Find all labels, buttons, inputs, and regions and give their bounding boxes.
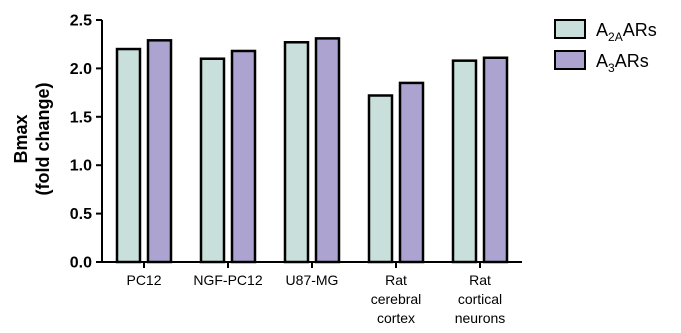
y-tick-label: 1.0	[70, 158, 92, 175]
legend-swatch-A2AARs	[554, 19, 586, 39]
bar-A2AARs-2	[283, 41, 310, 264]
x-tick-label: neurons	[455, 310, 506, 326]
bar-A3ARs-3	[398, 81, 425, 264]
legend: A2AARs A3ARs	[554, 19, 657, 75]
legend-label-A3ARs: A3ARs	[596, 51, 649, 75]
y-axis-title: Bmax (fold change)	[11, 83, 53, 196]
y-tick-label: 2.0	[70, 61, 92, 78]
bar-A3ARs-0	[146, 39, 173, 264]
x-tick-label: cerebral	[371, 291, 422, 307]
x-tick-label: PC12	[126, 272, 161, 288]
x-tick-label: U87-MG	[286, 272, 339, 288]
y-tick-label: 0.0	[70, 255, 92, 272]
bar-A2AARs-3	[367, 94, 394, 264]
x-tick-label: NGF-PC12	[193, 272, 262, 288]
bar-A3ARs-4	[482, 56, 509, 264]
legend-swatch-A3ARs	[554, 50, 586, 70]
bar-A2AARs-1	[199, 57, 226, 264]
bar-A2AARs-4	[451, 59, 478, 264]
y-tick-label: 0.5	[70, 206, 92, 223]
y-axis-title-line-1: Bmax	[11, 114, 31, 163]
x-tick-label: Rat	[385, 272, 407, 288]
plot-area: 0.0 0.5 1.0 1.5 2.0 2.5 PC12 NGF-PC12 U87-MG Rat c…	[70, 13, 522, 326]
y-tick-label: 2.5	[70, 13, 92, 30]
x-tick-label: cortical	[458, 291, 502, 307]
y-tick-label: 1.5	[70, 109, 92, 126]
bar-A2AARs-0	[115, 47, 142, 264]
y-axis-title-line-2: (fold change)	[33, 83, 53, 196]
bar-A3ARs-1	[230, 49, 257, 264]
x-tick-label: cortex	[377, 310, 415, 326]
legend-label-A2AARs: A2AARs	[596, 20, 657, 44]
bar-A3ARs-2	[314, 37, 341, 264]
x-tick-label: Rat	[469, 272, 491, 288]
